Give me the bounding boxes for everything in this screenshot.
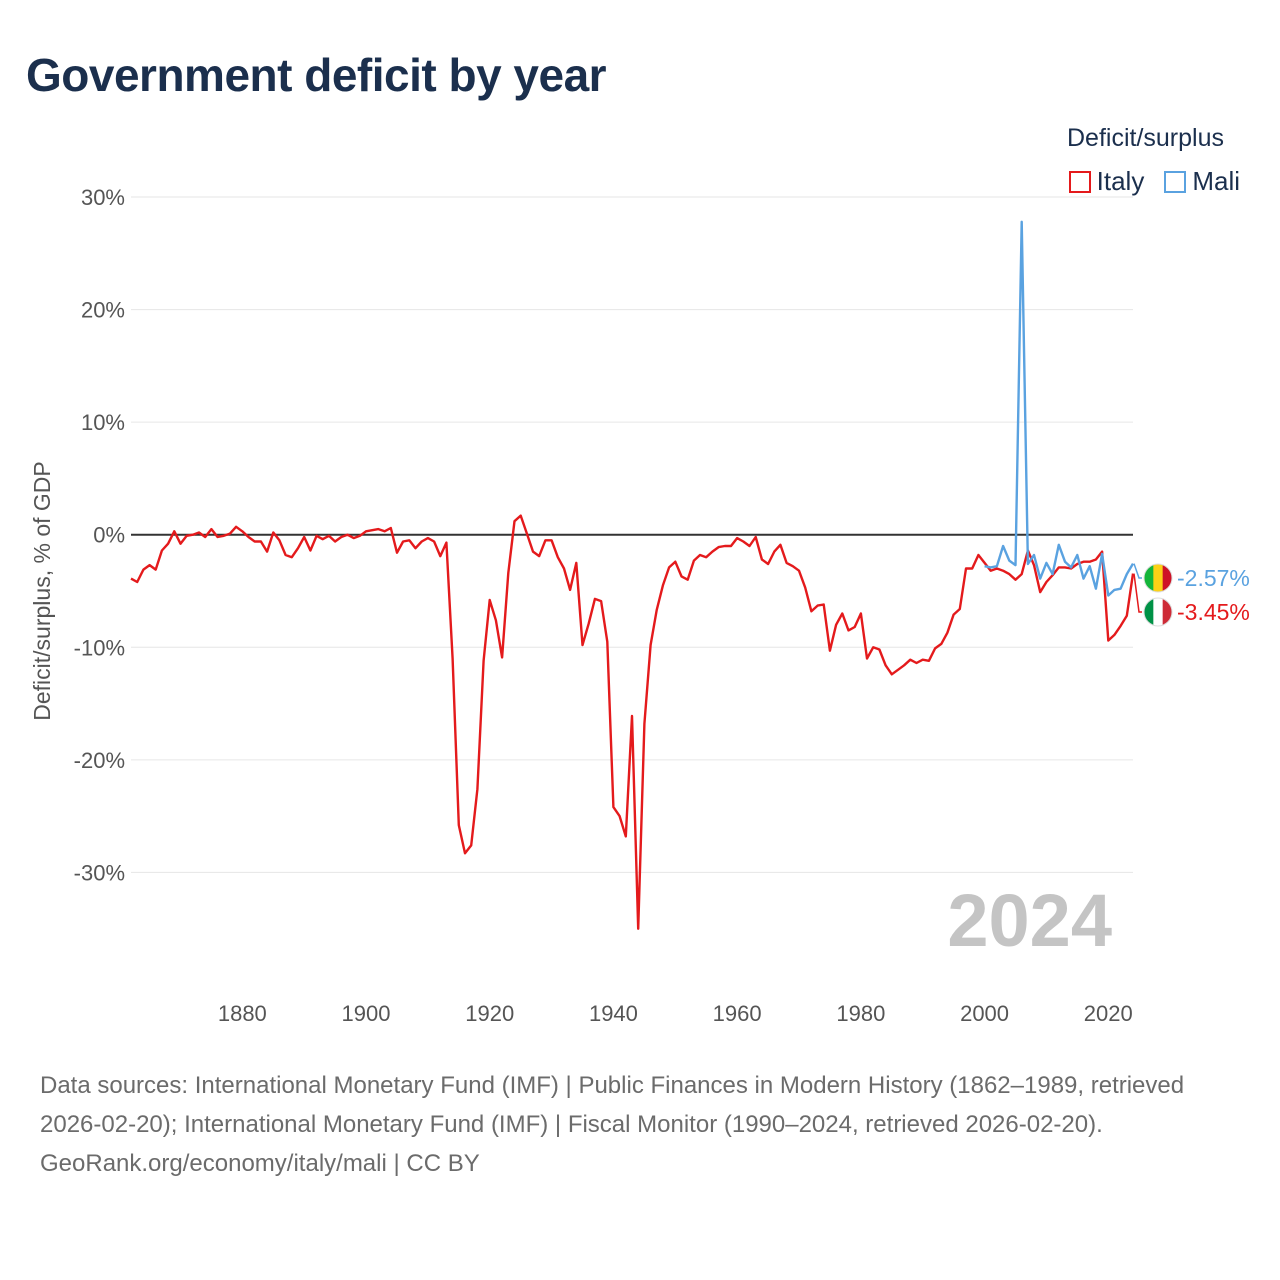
series-line-mali (984, 220, 1135, 597)
x-tick-label: 1940 (589, 1001, 638, 1026)
chart-title: Government deficit by year (26, 49, 607, 101)
legend-item-mali[interactable]: Mali (1164, 166, 1240, 197)
x-axis-ticks: 1880 1900 1920 1940 1960 1980 2000 2020 (218, 1001, 1133, 1026)
y-tick-label: 10% (81, 410, 125, 435)
gridlines (131, 196, 1133, 873)
series-line-italy (130, 514, 1135, 930)
x-tick-label: 1960 (713, 1001, 762, 1026)
y-axis-ticks: 30% 20% 10% 0% -10% -20% -30% (74, 185, 125, 885)
x-tick-label: 1880 (218, 1001, 267, 1026)
end-markers: -2.57% -3.45% (1133, 563, 1250, 627)
footer: Data sources: International Monetary Fun… (40, 1066, 1240, 1183)
series-lines (130, 220, 1135, 930)
line-chart: 30% 20% 10% 0% -10% -20% -30% 1880 1900 1920 1940… (29, 185, 1250, 1026)
data-sources: Data sources: International Monetary Fun… (40, 1072, 1185, 1138)
y-tick-label: 0% (93, 523, 125, 548)
legend-swatch-italy (1068, 170, 1091, 193)
end-label-italy: -3.45% (1177, 599, 1250, 625)
legend-swatch-mali (1164, 170, 1187, 193)
x-tick-label: 1900 (342, 1001, 391, 1026)
y-tick-label: 30% (81, 185, 125, 210)
legend-item-italy[interactable]: Italy (1068, 166, 1145, 197)
y-axis-label: Deficit/surplus, % of GDP (29, 461, 55, 720)
end-label-mali: -2.57% (1177, 565, 1250, 591)
y-tick-label: 20% (81, 298, 125, 323)
y-tick-label: -30% (74, 860, 125, 885)
legend: Italy Mali (1068, 166, 1240, 197)
x-tick-label: 1920 (465, 1001, 514, 1026)
legend-label-mali: Mali (1192, 166, 1240, 196)
legend-label-italy: Italy (1096, 166, 1145, 196)
x-tick-label: 1980 (836, 1001, 885, 1026)
connector-mali (1133, 563, 1142, 579)
connector-italy (1133, 573, 1142, 613)
legend-title: Deficit/surplus (1067, 124, 1224, 152)
flag-italy-icon (1143, 597, 1173, 627)
year-stamp: 2024 (947, 879, 1112, 962)
credit-line: GeoRank.org/economy/italy/mali | CC BY (40, 1150, 480, 1177)
flag-mali-icon (1143, 563, 1173, 593)
y-tick-label: -10% (74, 635, 125, 660)
y-tick-label: -20% (74, 748, 125, 773)
x-tick-label: 2000 (960, 1001, 1009, 1026)
x-tick-label: 2020 (1084, 1001, 1133, 1026)
